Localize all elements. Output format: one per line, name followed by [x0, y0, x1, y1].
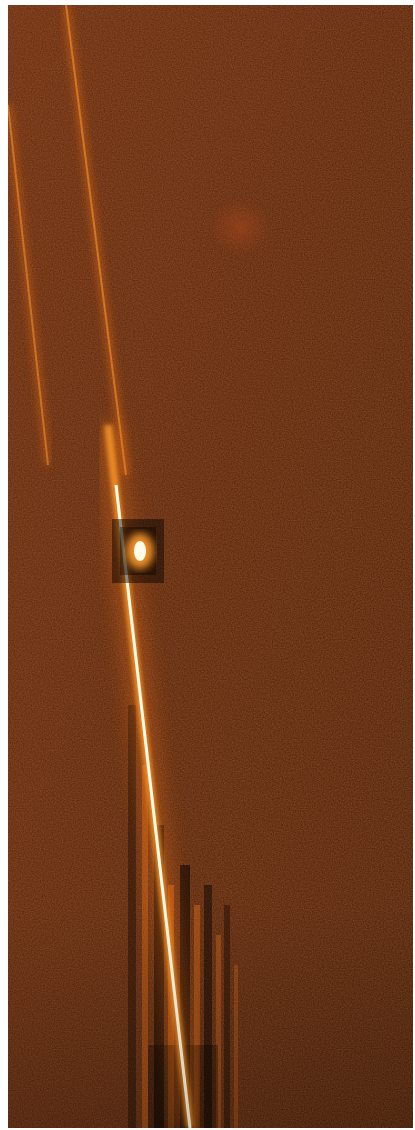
astro-image: [8, 5, 413, 1128]
bottom-vignette: [8, 905, 413, 1128]
bright-knot: [112, 519, 164, 583]
faint-diagonal-streak-left: [8, 104, 51, 466]
image-frame: [8, 5, 413, 1128]
faint-diagonal-streak-upper: [63, 5, 129, 476]
diffuse-patch: [210, 199, 270, 255]
